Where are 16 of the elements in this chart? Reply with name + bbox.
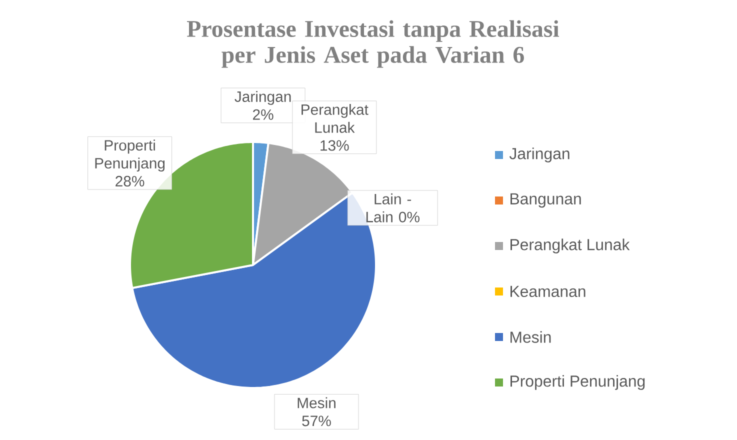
slice-label: Perangkat Lunak xyxy=(302,104,368,133)
data-label: 13% xyxy=(320,140,349,151)
legend-label: Jaringan xyxy=(509,148,570,162)
slice-label: Jaringan xyxy=(234,90,291,105)
legend-label: Properti Penunjang xyxy=(510,375,645,390)
legend-label: Bangunan xyxy=(510,193,581,208)
legend-label: Keamanan xyxy=(510,286,586,298)
slice-label: Mesin xyxy=(298,397,336,408)
data-label: 2% xyxy=(252,109,274,120)
slice-label: Properti Penunjang xyxy=(95,140,165,172)
legend-label: Mesin xyxy=(510,331,551,343)
data-label: 57% xyxy=(302,416,331,426)
legend-label: Perangkat Lunak xyxy=(510,238,630,254)
text: Lain - Lain 0% xyxy=(366,193,420,222)
chart-title: Prosentase Investasi tanpa Realisasi per Jenis Aset pada Varian 6 xyxy=(186,20,560,68)
data-label: 28% xyxy=(116,176,144,186)
